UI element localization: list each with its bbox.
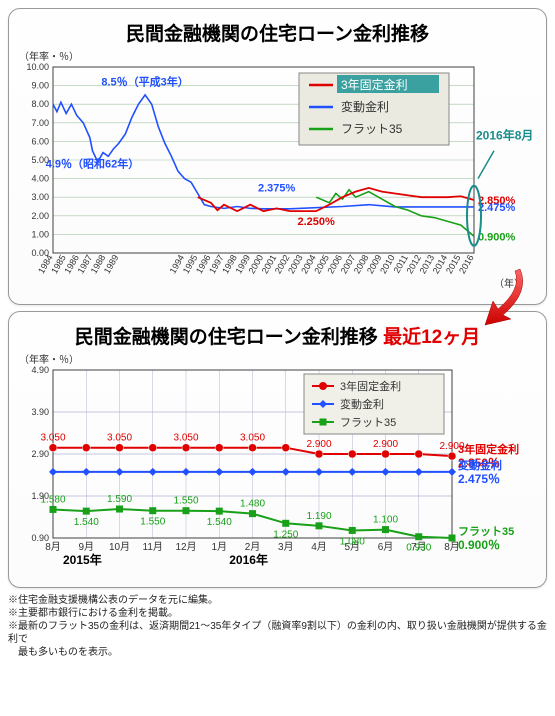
svg-text:1.100: 1.100 xyxy=(373,515,398,526)
svg-text:4.00: 4.00 xyxy=(31,174,49,184)
svg-text:1.00: 1.00 xyxy=(31,229,49,239)
svg-text:2.900: 2.900 xyxy=(373,439,398,450)
chart2-panel: 民間金融機関の住宅ローン金利推移 最近12ヶ月 （年率・％） 0.901.902… xyxy=(8,311,547,588)
svg-text:12月: 12月 xyxy=(175,541,196,553)
svg-text:1989: 1989 xyxy=(102,253,121,275)
svg-text:0.900%: 0.900% xyxy=(478,231,516,243)
footnote-line: 最も多いものを表示。 xyxy=(8,646,547,659)
svg-text:変動金利: 変動金利 xyxy=(458,458,502,472)
svg-text:2016年8月: 2016年8月 xyxy=(476,128,533,143)
svg-text:1.540: 1.540 xyxy=(207,517,232,528)
svg-text:3.050: 3.050 xyxy=(40,433,65,444)
svg-text:3月: 3月 xyxy=(278,541,294,553)
chart1-panel: 民間金融機関の住宅ローン金利推移 （年率・％） 0.001.002.003.00… xyxy=(8,8,547,305)
svg-text:3.00: 3.00 xyxy=(31,192,49,202)
svg-text:1.250: 1.250 xyxy=(273,529,298,540)
svg-text:2.90: 2.90 xyxy=(31,449,49,459)
chart1-svg: 0.001.002.003.004.005.006.007.008.009.00… xyxy=(19,63,534,293)
chart1-yaxis-title: （年率・％） xyxy=(19,48,536,63)
svg-text:4.90: 4.90 xyxy=(31,366,49,375)
svg-text:7.00: 7.00 xyxy=(31,118,49,128)
svg-text:2.900: 2.900 xyxy=(306,439,331,450)
svg-text:10月: 10月 xyxy=(109,541,130,553)
footnote-line: ※主要都市銀行における金利を掲載。 xyxy=(8,607,547,620)
svg-text:1.540: 1.540 xyxy=(74,517,99,528)
svg-text:3.050: 3.050 xyxy=(240,433,265,444)
footnotes: ※住宅金融支援機構公表のデータを元に編集。 ※主要都市銀行における金利を掲載。 … xyxy=(8,594,547,659)
svg-text:8.5％（平成3年）: 8.5％（平成3年） xyxy=(101,75,188,89)
chart1-title: 民間金融機関の住宅ローン金利推移 xyxy=(19,19,536,46)
svg-text:10.00: 10.00 xyxy=(26,63,49,72)
svg-text:フラット35: フラット35 xyxy=(340,417,396,429)
svg-text:1.550: 1.550 xyxy=(173,496,198,507)
svg-text:3.90: 3.90 xyxy=(31,407,49,417)
svg-text:フラット35: フラット35 xyxy=(458,525,514,538)
svg-text:4月: 4月 xyxy=(311,541,327,553)
svg-text:6月: 6月 xyxy=(378,541,394,553)
svg-text:8月: 8月 xyxy=(45,541,61,553)
chart2-yaxis-title: （年率・％） xyxy=(19,351,536,366)
svg-text:3.050: 3.050 xyxy=(173,433,198,444)
svg-text:変動金利: 変動金利 xyxy=(340,397,384,411)
svg-text:1.550: 1.550 xyxy=(140,517,165,528)
svg-text:2016年: 2016年 xyxy=(229,552,268,567)
svg-text:4.9％（昭和62年）: 4.9％（昭和62年） xyxy=(46,156,140,170)
arrow-icon xyxy=(475,267,535,327)
svg-text:2.250%: 2.250% xyxy=(297,216,335,228)
svg-text:1.480: 1.480 xyxy=(240,499,265,510)
svg-text:6.00: 6.00 xyxy=(31,136,49,146)
svg-text:2.375%: 2.375% xyxy=(258,183,296,195)
svg-text:1.580: 1.580 xyxy=(40,494,65,505)
svg-text:1.190: 1.190 xyxy=(306,511,331,522)
svg-text:2.475％: 2.475％ xyxy=(458,472,500,486)
svg-text:1.080: 1.080 xyxy=(340,536,365,547)
svg-text:2.00: 2.00 xyxy=(31,211,49,221)
svg-text:1月: 1月 xyxy=(211,541,227,553)
chart2-title-main: 民間金融機関の住宅ローン金利推移 xyxy=(75,327,378,348)
svg-text:0.930: 0.930 xyxy=(406,543,431,554)
chart2-title: 民間金融機関の住宅ローン金利推移 最近12ヶ月 xyxy=(19,322,536,349)
svg-text:11月: 11月 xyxy=(143,541,163,553)
svg-text:1.590: 1.590 xyxy=(107,494,132,505)
svg-text:2月: 2月 xyxy=(245,541,261,553)
svg-text:9月: 9月 xyxy=(78,541,94,553)
svg-text:0.900％: 0.900％ xyxy=(458,538,500,552)
svg-text:2.475%: 2.475% xyxy=(478,202,516,214)
svg-text:フラット35: フラット35 xyxy=(341,122,403,136)
svg-text:3年固定金利: 3年固定金利 xyxy=(341,77,408,92)
svg-text:3年固定金利: 3年固定金利 xyxy=(458,442,519,456)
chart1-svg-wrap: 0.001.002.003.004.005.006.007.008.009.00… xyxy=(19,63,536,298)
svg-text:8.00: 8.00 xyxy=(31,99,49,109)
chart2-title-last12: 最近12ヶ月 xyxy=(383,327,480,348)
chart2-svg-wrap: 0.901.902.903.904.908月9月10月11月12月1月2月3月4… xyxy=(19,366,536,581)
svg-text:3年固定金利: 3年固定金利 xyxy=(340,379,401,393)
footnote-line: ※住宅金融支援機構公表のデータを元に編集。 xyxy=(8,594,547,607)
footnote-line: ※最新のフラット35の金利は、返済期間21～35年タイプ（融資率9割以下）の金利… xyxy=(8,620,547,646)
svg-text:2015年: 2015年 xyxy=(63,552,102,567)
svg-text:3.050: 3.050 xyxy=(107,433,132,444)
svg-text:9.00: 9.00 xyxy=(31,81,49,91)
svg-text:2016: 2016 xyxy=(457,253,476,275)
svg-text:変動金利: 変動金利 xyxy=(341,99,389,114)
chart2-svg: 0.901.902.903.904.908月9月10月11月12月1月2月3月4… xyxy=(19,366,534,576)
